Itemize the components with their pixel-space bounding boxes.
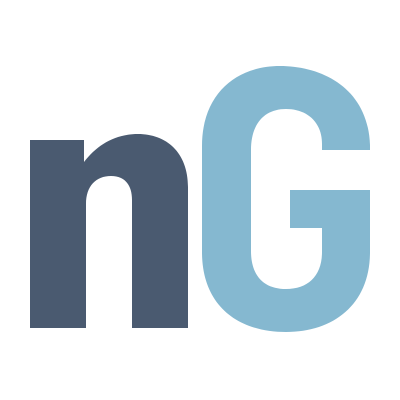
logo-letter-g bbox=[202, 66, 370, 332]
logo-letter-n bbox=[30, 134, 188, 328]
